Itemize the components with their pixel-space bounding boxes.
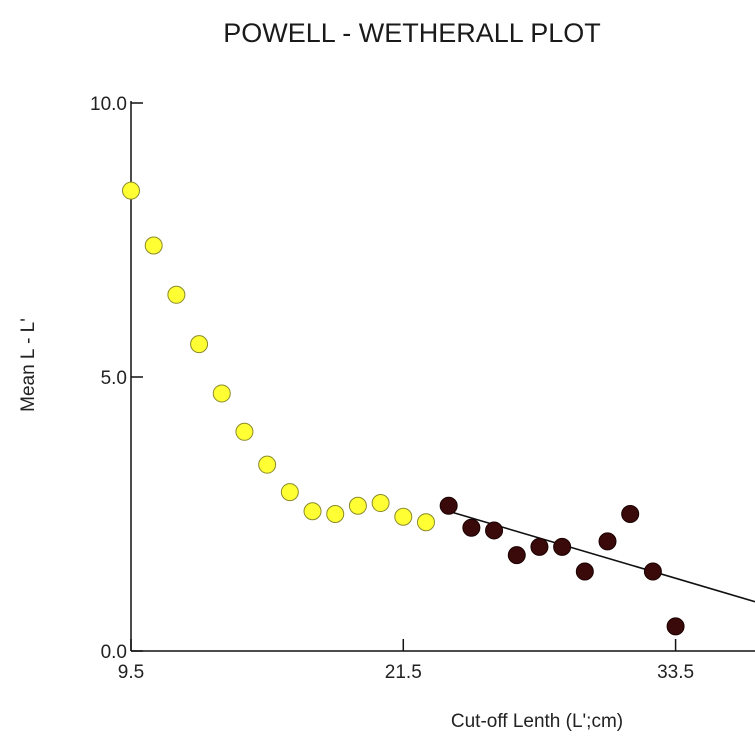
- data-point-yellow: [190, 335, 209, 354]
- data-point-dark: [643, 562, 662, 581]
- data-point-yellow: [394, 507, 413, 526]
- x-axis-label: Cut-off Lenth (L';cm): [451, 711, 623, 732]
- data-point-yellow: [144, 236, 163, 255]
- data-point-dark: [485, 521, 504, 540]
- data-point-yellow: [348, 496, 367, 515]
- x-tick-label: 33.5: [657, 662, 694, 683]
- data-point-dark: [439, 496, 458, 515]
- data-point-dark: [507, 546, 526, 565]
- y-tick-label: 5.0: [101, 368, 127, 389]
- data-point-dark: [598, 532, 617, 551]
- data-point-yellow: [303, 502, 322, 521]
- data-point-dark: [575, 562, 594, 581]
- data-point-yellow: [258, 455, 277, 474]
- data-point-yellow: [371, 494, 390, 513]
- data-point-yellow: [167, 285, 186, 304]
- chart-title: POWELL - WETHERALL PLOT: [223, 18, 601, 48]
- y-axis-label: Mean L - L': [18, 318, 39, 412]
- data-point-yellow: [212, 384, 231, 403]
- data-point-dark: [666, 617, 685, 636]
- x-tick-label: 9.5: [118, 662, 144, 683]
- x-axis: 9.5 21.5 33.5: [118, 639, 755, 683]
- data-point-yellow: [122, 181, 140, 200]
- y-axis: 0.0 5.0 10.0: [90, 94, 143, 663]
- data-point-dark: [530, 537, 549, 556]
- data-point-yellow: [416, 513, 435, 532]
- y-tick-label: 0.0: [101, 642, 127, 663]
- data-point-yellow: [326, 505, 345, 523]
- data-points-group: [122, 181, 685, 636]
- data-point-dark: [462, 518, 481, 537]
- x-tick-label: 21.5: [385, 662, 422, 683]
- data-point-yellow: [280, 483, 299, 502]
- data-point-dark: [621, 505, 640, 523]
- data-point-yellow: [235, 422, 254, 441]
- y-tick-label: 10.0: [90, 94, 127, 115]
- data-point-dark: [553, 537, 572, 556]
